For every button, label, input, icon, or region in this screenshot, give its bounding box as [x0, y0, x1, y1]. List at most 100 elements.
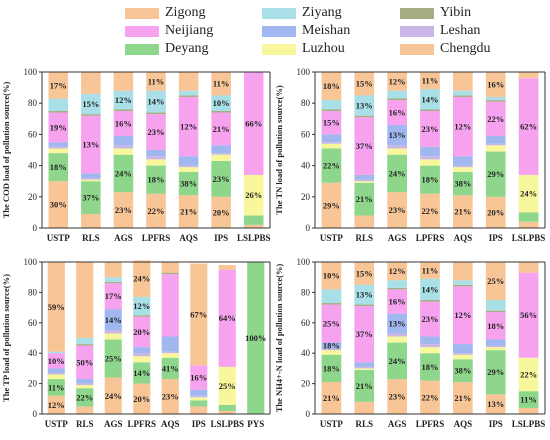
bar-segment-zigong — [387, 262, 407, 281]
bar-segment-luzhou — [211, 154, 231, 161]
bar-segment-deyang — [485, 151, 506, 197]
bar-segment-zigong — [190, 263, 208, 366]
data-label: 14% — [422, 284, 439, 294]
data-label: 25% — [219, 381, 236, 391]
data-label: 14% — [133, 368, 150, 378]
data-label: 13% — [356, 290, 373, 300]
bar-segment-zigong — [420, 262, 440, 279]
legend-swatch — [400, 25, 434, 37]
bar-segment-luzhou — [113, 148, 134, 155]
bar-segment-zigong — [211, 72, 231, 96]
bar-segment-meishan — [321, 134, 342, 143]
data-label: 12% — [389, 266, 406, 276]
bar-segment-luzhou — [354, 368, 375, 370]
bar-segment-ziyang — [48, 98, 69, 111]
bar-segment-meishan — [178, 156, 199, 166]
bar-segment-neijiang — [485, 101, 506, 136]
bar-segment-luzhou — [218, 366, 236, 405]
bar-segment-ziyang — [354, 284, 375, 305]
bar-segment-ziyang — [76, 338, 94, 345]
data-label: 11% — [422, 265, 439, 275]
bar-segment-meishan — [485, 135, 506, 144]
nh4-load-chart: The NH4+-N load of pollution source(%) 0 2… — [274, 257, 546, 429]
bar-segment-deyang — [321, 148, 342, 183]
bar-segment-meishan — [47, 368, 65, 373]
bar-segment-deyang — [113, 154, 134, 193]
bar-segment-zigong — [146, 72, 166, 91]
bar-segment-leshan — [47, 372, 65, 375]
bar-segment-leshan — [104, 330, 122, 334]
data-label: 30% — [50, 200, 67, 210]
data-label: 12% — [48, 400, 65, 410]
bar-segment-luzhou — [243, 174, 264, 216]
bar-segment-meishan — [453, 156, 473, 166]
x-tick-label: LPFRS — [127, 419, 156, 429]
bar-segment-neijiang — [47, 353, 65, 369]
data-label: 16% — [115, 118, 132, 128]
data-label: 13% — [487, 399, 504, 409]
x-tick-label: LSLPBS — [237, 233, 271, 243]
bar-segment-chengdu — [387, 379, 407, 414]
bar-segment-leshan — [146, 156, 166, 160]
data-label: 23% — [115, 205, 132, 215]
y-tick-label: 0 — [306, 409, 311, 419]
data-label: 37% — [356, 141, 373, 151]
legend-swatch — [125, 43, 159, 55]
bar-segment-ziyang — [178, 90, 199, 96]
x-tick-label: AQS — [454, 233, 473, 243]
bar-segment-deyang — [518, 212, 539, 222]
data-label: 37% — [356, 329, 373, 339]
legend-swatch — [262, 7, 296, 19]
bar-segment-luzhou — [387, 148, 407, 155]
data-label: 18% — [148, 175, 165, 185]
legend-swatch — [400, 43, 434, 55]
bar-segment-zigong — [218, 265, 236, 270]
bar-segment-luzhou — [104, 333, 122, 340]
legend-label: Chengdu — [440, 41, 491, 56]
data-label: 23% — [422, 124, 439, 134]
data-label: 26% — [245, 190, 262, 200]
data-label: 22% — [520, 369, 537, 379]
data-label: 18% — [487, 321, 504, 331]
bar-segment-yibin — [178, 95, 199, 97]
bar-segment-deyang — [453, 359, 473, 383]
data-label: 23% — [389, 392, 406, 402]
bar-segment-meishan — [354, 362, 375, 367]
bar-segment-neijiang — [453, 96, 473, 157]
bar-segment-zigong — [178, 72, 199, 91]
bar-segment-luzhou — [518, 174, 539, 213]
data-label: 21% — [180, 207, 197, 217]
x-tick-label: RLS — [76, 419, 94, 429]
x-tick-label: RLS — [356, 419, 374, 429]
bar-segment-neijiang — [190, 365, 208, 390]
legend-item-ziyang: Ziyang — [262, 5, 342, 20]
bar-segment-deyang — [104, 339, 122, 378]
bar-segment-meishan — [387, 313, 407, 334]
data-label: 23% — [422, 314, 439, 324]
data-label: 24% — [133, 274, 150, 284]
bar-segment-yibin — [146, 112, 166, 115]
data-label: 12% — [454, 122, 471, 132]
bar-segment-zigong — [354, 262, 375, 285]
data-label: 100% — [245, 333, 266, 343]
bar-segment-luzhou — [420, 347, 440, 354]
bar-segment-ziyang — [321, 289, 342, 304]
bar-segment-chengdu — [387, 192, 407, 228]
bar-segment-ziyang — [453, 280, 473, 285]
x-tick-label: AGS — [388, 233, 407, 243]
x-tick-label: USTP — [320, 233, 344, 243]
data-label: 29% — [487, 367, 504, 377]
data-label: 18% — [323, 341, 340, 351]
x-tick-label: AGS — [114, 233, 133, 243]
bar-segment-luzhou — [190, 397, 208, 401]
y-axis-label: The NH4+-N load of pollution source(%) — [274, 264, 284, 413]
x-tick-label: RLS — [82, 233, 100, 243]
bar-segment-meishan — [190, 389, 208, 396]
data-label: 21% — [454, 207, 471, 217]
y-tick-label: 100 — [24, 257, 38, 267]
bar-segment-ziyang — [420, 278, 440, 300]
bar-segment-zigong — [485, 72, 506, 97]
data-label: 13% — [82, 140, 99, 150]
bar-segment-ziyang — [211, 95, 231, 111]
data-label: 56% — [520, 310, 537, 320]
